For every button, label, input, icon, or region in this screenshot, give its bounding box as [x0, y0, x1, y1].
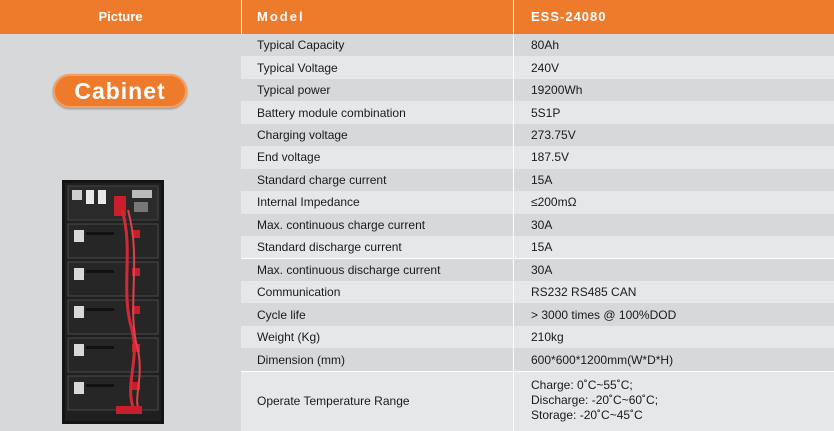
table-row: End voltage 187.5V [241, 146, 834, 169]
spec-value: 273.75V [531, 128, 576, 143]
temperature-values: Charge: 0˚C~55˚C; Discharge: -20˚C~60˚C; S… [514, 372, 834, 431]
table-header [0, 0, 834, 34]
cabinet-badge: Cabinet [53, 74, 187, 108]
temperature-storage: Storage: -20˚C~45˚C [531, 407, 643, 422]
table-row: Max. continuous charge current 30A [241, 213, 834, 237]
spec-value: ≤200mΩ [531, 195, 577, 210]
spec-label: Operate Temperature Range [257, 394, 410, 409]
spec-value: 5S1P [531, 105, 561, 120]
table-row: Battery module combination 5S1P [241, 101, 834, 124]
table-row: Typical Voltage 240V [241, 56, 834, 79]
spec-label: Typical power [257, 83, 331, 98]
table-row: Weight (Kg) 210kg [241, 325, 834, 349]
spec-label: Typical Voltage [257, 60, 338, 75]
spec-value: 15A [531, 172, 553, 187]
spec-label: Max. continuous charge current [257, 217, 426, 232]
column-divider [513, 34, 514, 431]
spec-label: Weight (Kg) [257, 330, 321, 345]
header-picture: Picture [98, 9, 143, 24]
spec-value: 19200Wh [531, 83, 583, 98]
picture-panel: Cabinet [0, 34, 241, 431]
spec-label: Dimension (mm) [257, 352, 346, 367]
spec-label: Cycle life [257, 307, 306, 322]
header-model: Model [257, 9, 305, 24]
temperature-charge: Charge: 0˚C~55˚C; [531, 377, 633, 392]
spec-value: 210kg [531, 330, 564, 345]
spec-label: Typical Capacity [257, 38, 345, 53]
spec-label: Standard charge current [257, 172, 387, 187]
table-row: Standard charge current 15A [241, 168, 834, 192]
spec-label: End voltage [257, 150, 321, 165]
battery-modules [67, 223, 159, 411]
battery-module [67, 375, 159, 411]
spec-value: 30A [531, 262, 553, 277]
spec-label: Internal Impedance [257, 195, 360, 210]
temperature-discharge: Discharge: -20˚C~60˚C; [531, 392, 659, 407]
table-row: Typical Capacity 80Ah [241, 34, 834, 57]
table-row: Standard discharge current 15A [241, 236, 834, 259]
spec-label: Standard discharge current [257, 240, 402, 255]
header-divider [241, 0, 242, 34]
spec-value: 30A [531, 217, 553, 232]
table-row-temperature: Operate Temperature Range Charge: 0˚C~55˚… [241, 371, 834, 431]
table-row: Charging voltage 273.75V [241, 123, 834, 147]
spec-value: 240V [531, 60, 560, 75]
spec-label: Max. continuous discharge current [257, 262, 441, 277]
spec-value: 15A [531, 240, 553, 255]
table-row: Max. continuous discharge current 30A [241, 258, 834, 281]
spec-value: RS232 RS485 CAN [531, 285, 637, 300]
spec-label: Battery module combination [257, 105, 406, 120]
header-divider [513, 0, 514, 34]
spec-label: Communication [257, 285, 341, 300]
table-row: Typical power 19200Wh [241, 78, 834, 102]
spec-value: > 3000 times @ 100%DOD [531, 307, 677, 322]
pdu-unit [67, 185, 159, 221]
spec-label: Charging voltage [257, 128, 348, 143]
spec-value: 187.5V [531, 150, 570, 165]
row-divider [241, 370, 834, 372]
table-row: Internal Impedance ≤200mΩ [241, 191, 834, 214]
header-product: ESS-24080 [531, 9, 607, 24]
battery-cabinet-image [62, 180, 164, 424]
spec-value: 80Ah [531, 38, 560, 53]
spec-value: 600*600*1200mm(W*D*H) [531, 352, 674, 367]
table-row: Cycle life > 3000 times @ 100%DOD [241, 303, 834, 326]
table-row: Communication RS232 RS485 CAN [241, 280, 834, 304]
table-row: Dimension (mm) 600*600*1200mm(W*D*H) [241, 348, 834, 371]
